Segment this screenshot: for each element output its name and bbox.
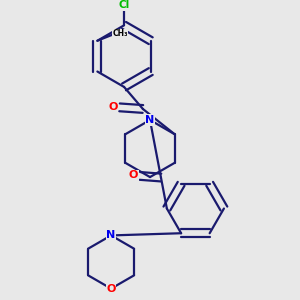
Text: O: O <box>129 170 138 180</box>
Text: CH₃: CH₃ <box>112 29 128 38</box>
Text: O: O <box>108 102 118 112</box>
Text: O: O <box>106 284 116 294</box>
Text: Cl: Cl <box>118 0 130 10</box>
Text: N: N <box>146 115 154 125</box>
Text: N: N <box>106 230 116 240</box>
